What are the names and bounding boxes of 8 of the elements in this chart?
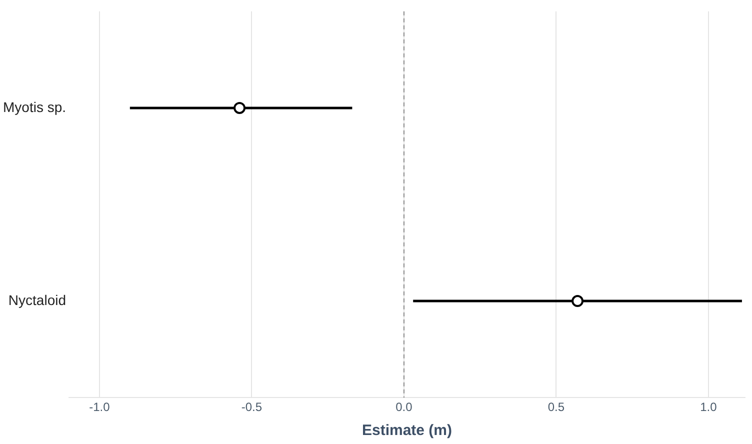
x-tick-label: 0.0 xyxy=(396,400,413,414)
y-tick-label: Nyctaloid xyxy=(8,292,66,308)
x-tick-label: 0.5 xyxy=(548,400,565,414)
y-tick-label: Myotis sp. xyxy=(3,98,66,115)
x-tick-label: 1.0 xyxy=(700,400,718,414)
x-tick-label: -1.0 xyxy=(89,400,110,414)
x-axis-title: Estimate (m) xyxy=(362,422,452,440)
x-tick-label: -0.5 xyxy=(241,400,262,414)
